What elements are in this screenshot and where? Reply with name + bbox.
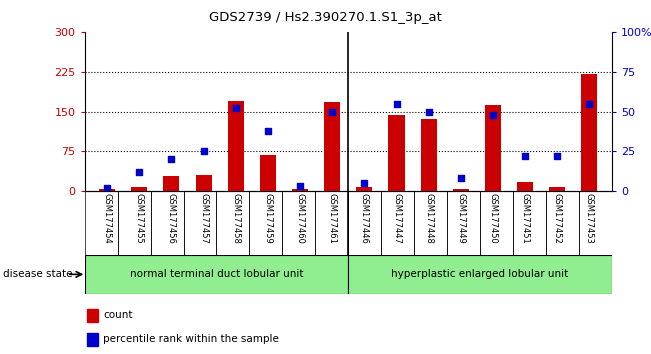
Bar [228, 101, 243, 191]
Bar [163, 176, 180, 191]
Bar [579, 191, 612, 255]
Text: hyperplastic enlarged lobular unit: hyperplastic enlarged lobular unit [391, 269, 569, 279]
Bar [260, 155, 276, 191]
Bar [118, 191, 150, 255]
Bar [517, 182, 533, 191]
Text: GSM177448: GSM177448 [424, 193, 433, 244]
Text: GSM177450: GSM177450 [488, 193, 497, 244]
Point [520, 153, 531, 159]
Point [359, 180, 370, 186]
Text: percentile rank within the sample: percentile rank within the sample [103, 335, 279, 344]
Bar [195, 175, 212, 191]
Bar [283, 191, 315, 255]
Text: GSM177453: GSM177453 [585, 193, 594, 244]
Bar [549, 187, 565, 191]
Text: GSM177454: GSM177454 [103, 193, 111, 244]
Point [488, 112, 498, 118]
Text: GSM177452: GSM177452 [553, 193, 562, 244]
Point [391, 101, 402, 107]
Bar [85, 255, 348, 294]
Text: GSM177455: GSM177455 [135, 193, 144, 244]
Point [230, 105, 241, 111]
Point [327, 109, 337, 114]
Bar [216, 191, 249, 255]
Bar [389, 115, 404, 191]
Bar [85, 191, 118, 255]
Text: GSM177446: GSM177446 [360, 193, 369, 244]
Bar [184, 191, 216, 255]
Point [552, 153, 562, 159]
Text: normal terminal duct lobular unit: normal terminal duct lobular unit [130, 269, 303, 279]
Point [199, 149, 209, 154]
Point [584, 101, 594, 107]
Bar [315, 191, 348, 255]
Text: GSM177458: GSM177458 [231, 193, 240, 244]
Text: GSM177456: GSM177456 [167, 193, 176, 244]
Bar [348, 255, 612, 294]
Point [263, 128, 273, 133]
Bar [150, 191, 184, 255]
Text: GDS2739 / Hs2.390270.1.S1_3p_at: GDS2739 / Hs2.390270.1.S1_3p_at [209, 11, 442, 24]
Bar [249, 191, 283, 255]
Bar [513, 191, 546, 255]
Bar [480, 191, 513, 255]
Bar [87, 333, 98, 346]
Text: GSM177449: GSM177449 [456, 193, 465, 244]
Bar [87, 309, 98, 322]
Bar [421, 120, 437, 191]
Point [423, 109, 434, 114]
Point [134, 169, 145, 175]
Bar [581, 74, 598, 191]
Text: GSM177451: GSM177451 [521, 193, 530, 244]
Text: count: count [103, 310, 133, 320]
Bar [447, 191, 480, 255]
Point [295, 183, 305, 189]
Bar [348, 191, 381, 255]
Point [166, 156, 176, 162]
Text: GSM177457: GSM177457 [199, 193, 208, 244]
Text: disease state: disease state [3, 269, 73, 279]
Bar [99, 188, 115, 191]
Bar [356, 187, 372, 191]
Point [102, 185, 113, 191]
Bar [381, 191, 414, 255]
Bar [324, 102, 340, 191]
Text: GSM177447: GSM177447 [392, 193, 401, 244]
Bar [612, 191, 645, 255]
Point [456, 176, 466, 181]
Text: GSM177459: GSM177459 [264, 193, 272, 244]
Bar [453, 188, 469, 191]
Bar [132, 187, 147, 191]
Bar [414, 191, 447, 255]
Bar [292, 188, 308, 191]
Bar [546, 191, 579, 255]
Text: GSM177461: GSM177461 [327, 193, 337, 244]
Text: GSM177460: GSM177460 [296, 193, 305, 244]
Bar [485, 105, 501, 191]
